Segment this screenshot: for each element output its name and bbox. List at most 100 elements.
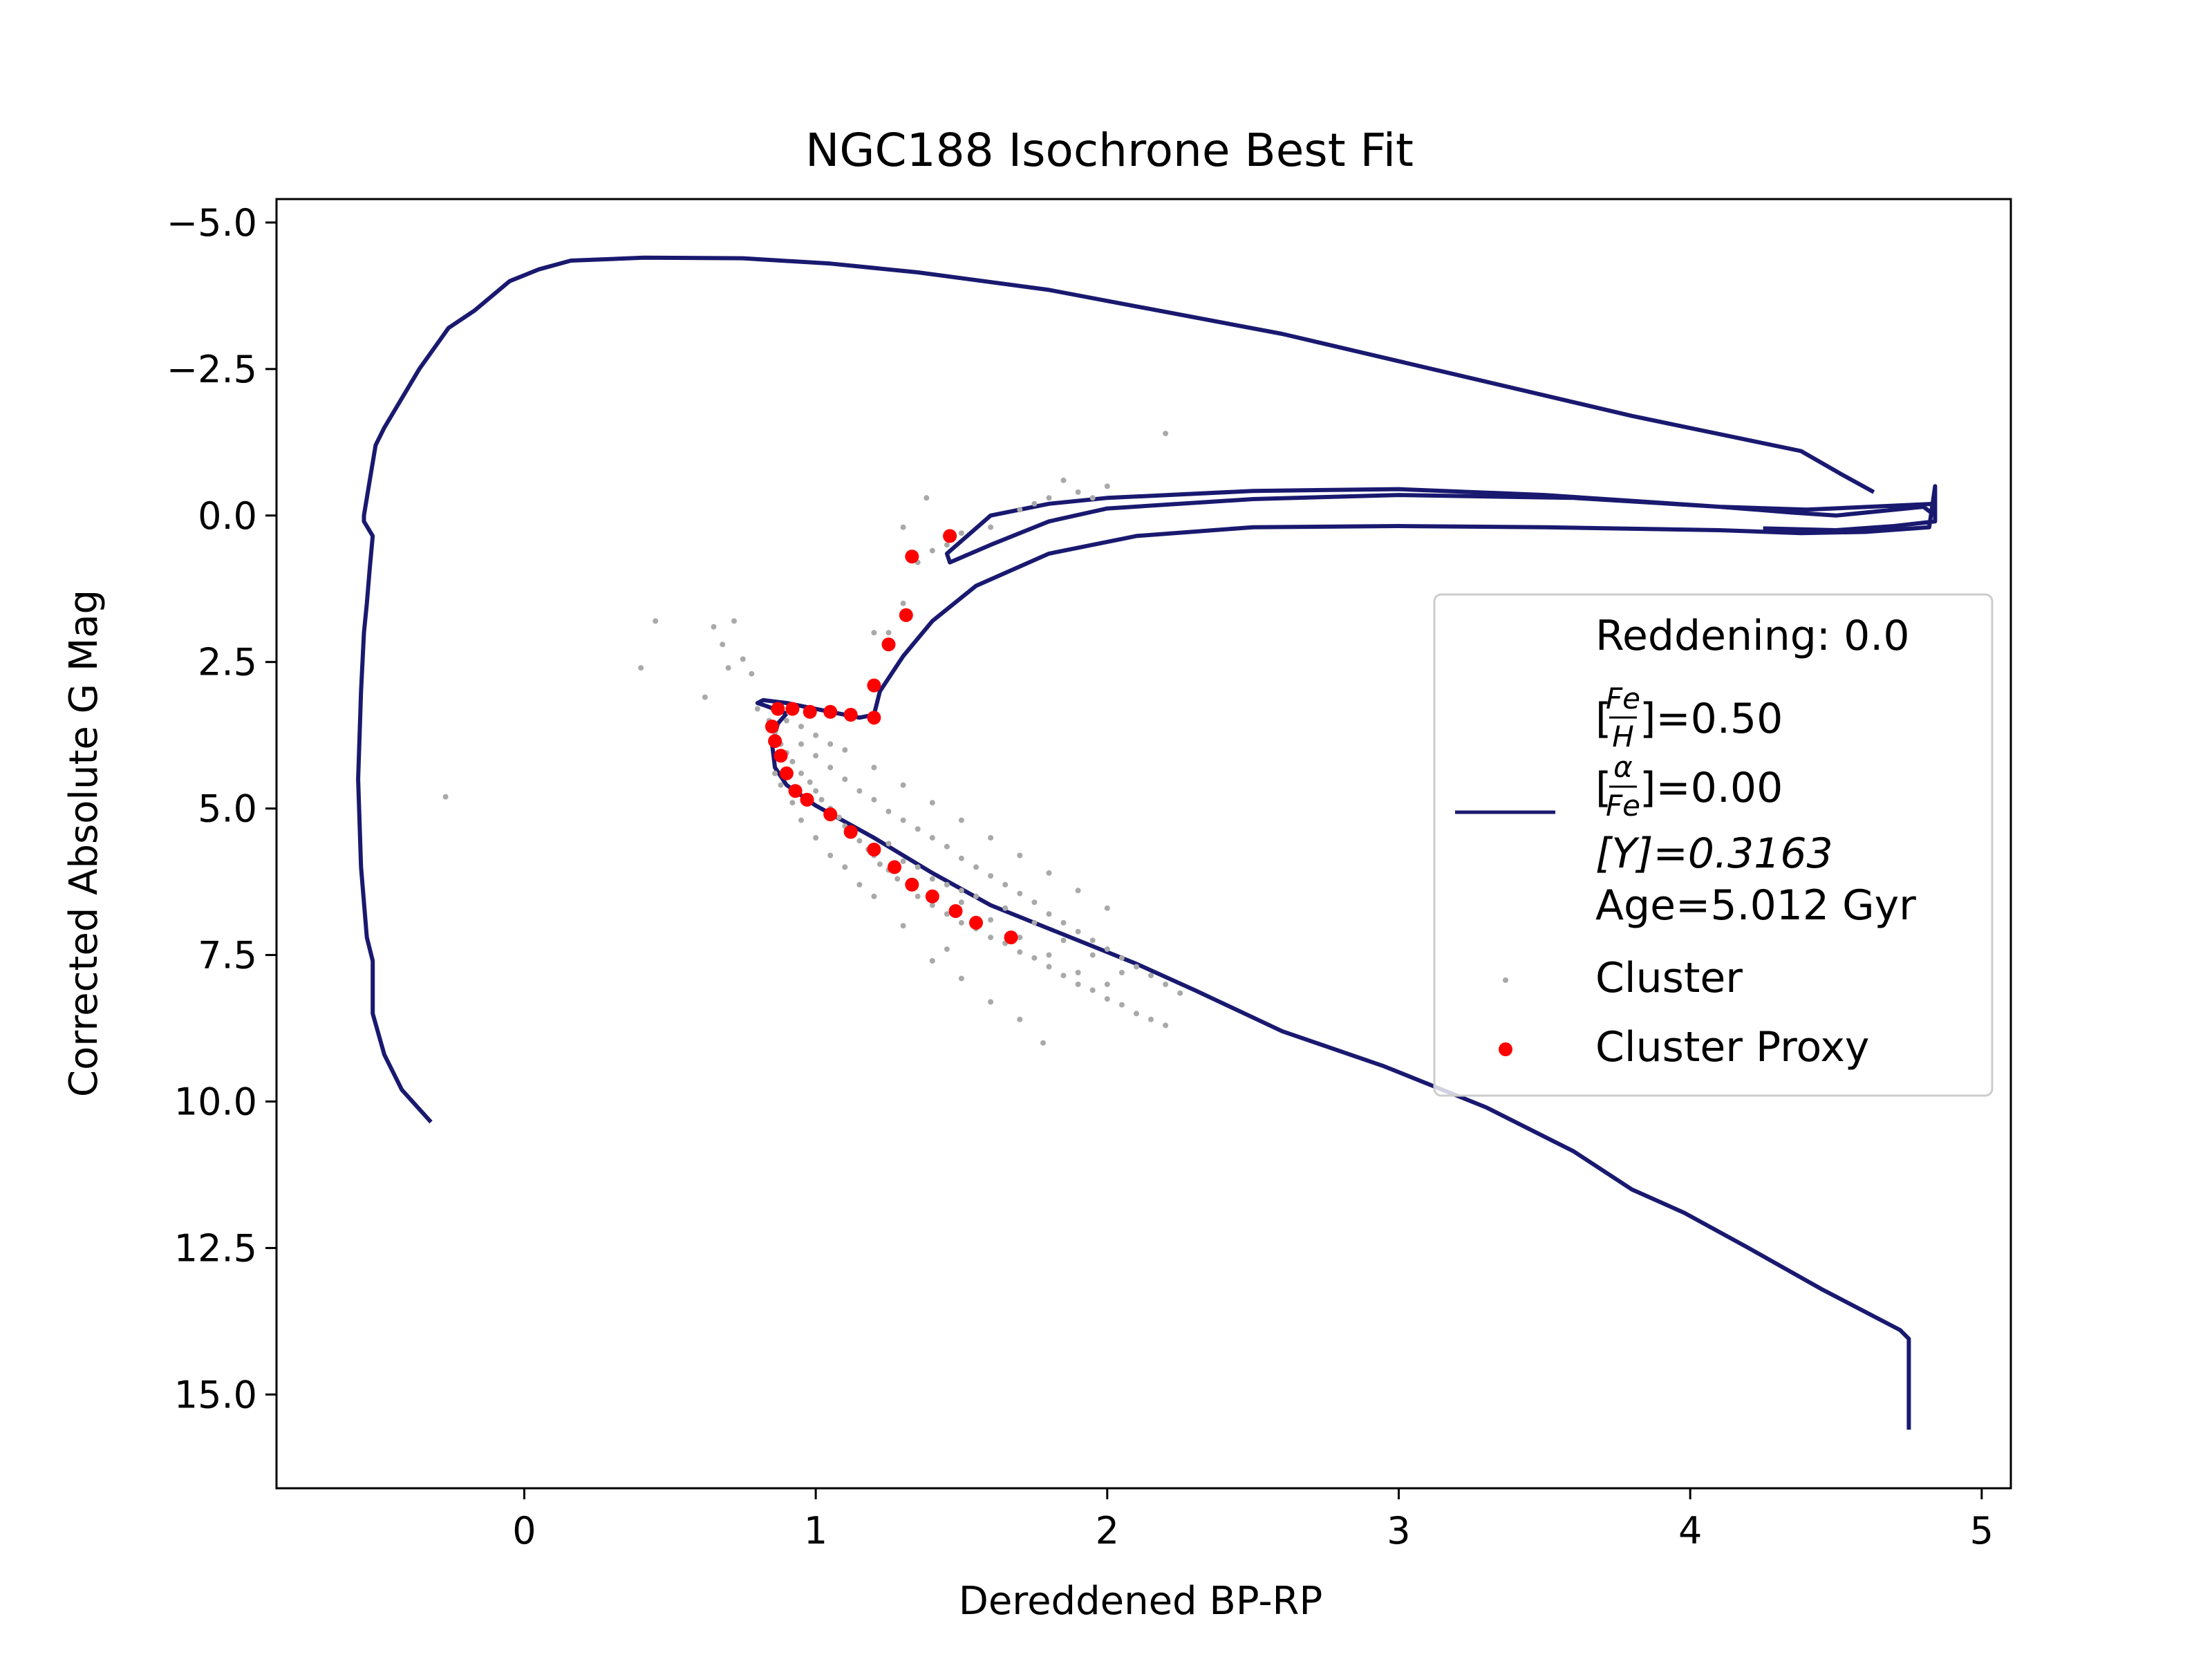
cluster-point [1031,919,1038,926]
y-axis: −5.0 −2.5 0.0 2.5 5.0 7.5 10.0 12.5 15.0 [167,201,276,1416]
cluster-point [1089,952,1096,958]
x-axis-label: Dereddened BP-RP [959,1579,1323,1624]
cluster-point [813,835,819,841]
cluster-point [813,753,819,759]
cluster-point [1017,1016,1023,1022]
cluster-point [1104,996,1110,1002]
cluster-point [720,641,726,648]
legend-age: Age=5.012 Gyr [1595,881,1916,930]
cluster-point [1118,970,1125,975]
cluster-proxy-point [788,784,803,798]
cluster-point [988,917,994,923]
cluster-proxy-point [823,704,838,719]
cluster-point [702,694,708,700]
cluster-point [856,881,863,888]
x-tick-label: 2 [1096,1509,1119,1553]
y-tick-label: 5.0 [198,787,257,831]
cluster-point [958,919,964,926]
svg-text:H: H [1612,720,1634,753]
cluster-point [1104,905,1110,911]
cluster-point [818,796,825,803]
cluster-point [944,843,950,850]
cluster-point [958,817,964,823]
cluster-proxy-point [969,915,983,930]
cluster-proxy-point [765,720,779,733]
cluster-point [798,741,804,747]
cluster-point [1046,964,1052,970]
cluster-point [1118,955,1125,961]
cluster-point [1031,500,1038,507]
cluster-point [1060,919,1067,926]
legend-afe: [ α Fe ]=0.00 [1595,750,1783,823]
cluster-point [1163,431,1169,437]
cluster-point [973,893,979,899]
cluster-proxy-point [925,889,939,903]
cluster-proxy-point [899,608,913,622]
cluster-point [1075,982,1081,987]
cluster-point [929,547,935,554]
cluster-point [807,779,813,785]
cluster-point [900,923,906,929]
cluster-point [1060,973,1067,979]
cluster-point [924,495,930,501]
cluster-point [813,788,819,794]
cluster-point [988,935,994,941]
y-tick-label: 15.0 [174,1373,257,1416]
cluster-point [798,724,804,729]
cluster-point [929,835,935,841]
cluster-point [813,732,819,738]
cluster-point [1104,982,1110,987]
cluster-point [1060,937,1067,944]
legend-afe-value: ]=0.00 [1640,764,1783,812]
cluster-point [958,899,964,906]
cluster-point [1118,1002,1125,1008]
y-tick-label: 7.5 [198,934,257,977]
cluster-proxy-point [771,702,785,716]
svg-text:Fe: Fe [1606,789,1640,823]
cluster-point [877,861,883,868]
x-tick-label: 4 [1678,1509,1702,1553]
x-axis: 0 1 2 3 4 5 [512,1488,1994,1553]
cluster-proxy-point [785,702,800,716]
plot-area [356,255,1938,1430]
cluster-proxy-point [881,637,896,652]
cluster-point [842,864,848,870]
cluster-point [1031,899,1038,906]
cluster-point [894,876,901,882]
cluster-proxy-point [943,529,957,543]
svg-text:[: [ [1595,695,1611,743]
cluster-proxy-point [779,766,794,780]
cluster-point [929,902,935,908]
cluster-point [1040,1040,1046,1046]
x-tick-label: 5 [1970,1509,1994,1553]
cluster-point [1148,973,1154,979]
cluster-proxy-point [867,711,881,725]
y-tick-label: 12.5 [174,1226,257,1270]
y-tick-label: −2.5 [167,348,257,391]
cluster-point [1134,964,1139,970]
isochrone-line-segment-3 [755,484,1938,720]
cluster-proxy-point [888,860,901,874]
cluster-point [915,826,921,832]
cluster-point [725,665,731,671]
cluster-proxy-point [768,734,782,749]
cluster-proxy-point [843,825,858,839]
cluster-point [638,665,644,671]
cluster-point [1046,952,1052,958]
y-axis-label: Corrected Absolute G Mag [62,590,106,1097]
cluster-point [1017,852,1023,859]
legend-feh-value: ]=0.50 [1640,695,1783,743]
legend-cluster: Cluster [1595,954,1743,1002]
cluster-point [1163,982,1169,987]
chart-title: NGC188 Isochrone Best Fit [805,124,1414,177]
cluster-point [1075,970,1081,975]
cluster-point [1046,495,1052,501]
cluster-point [1075,928,1081,935]
cluster-point [1046,870,1052,876]
cluster-point [988,524,994,530]
cluster-point [783,718,789,724]
cluster-point [885,630,892,636]
cluster-point [988,835,994,841]
cluster-proxy-point [867,678,881,693]
legend-proxy: Cluster Proxy [1595,1023,1869,1071]
